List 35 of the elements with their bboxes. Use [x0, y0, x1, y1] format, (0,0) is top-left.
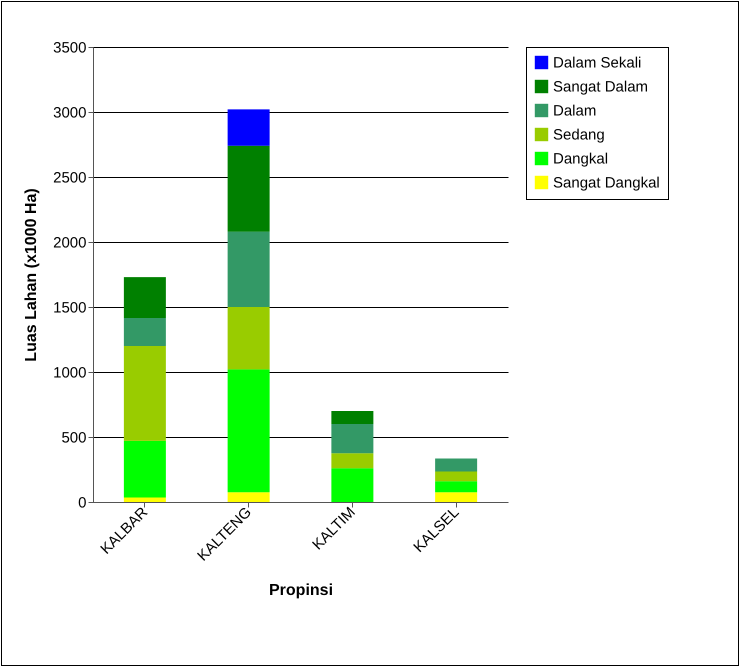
bar — [331, 411, 374, 424]
bar — [228, 109, 270, 146]
bar — [435, 471, 478, 482]
bar — [228, 307, 270, 370]
y-axis-title: Luas Lahan (x1000 Ha) — [23, 188, 40, 362]
legend-label: Sangat Dalam — [553, 78, 648, 96]
bar — [435, 492, 478, 502]
y-tick-label: 1500 — [53, 300, 86, 316]
legend-label: Dangkal — [553, 150, 608, 168]
y-tick-label: 1000 — [53, 364, 86, 382]
y-tick-label: 0 — [78, 494, 86, 512]
bar — [124, 346, 166, 441]
bar — [228, 232, 270, 307]
bar — [228, 146, 270, 232]
bar — [124, 440, 166, 498]
y-tick-label: 3500 — [53, 40, 86, 56]
bar — [228, 369, 270, 492]
y-tick-label: 3000 — [53, 104, 86, 122]
legend-label: Dalam Sekali — [553, 54, 642, 72]
legend-label: Dalam — [553, 102, 596, 120]
legend-label: Sedang — [553, 126, 605, 144]
y-tick-label: 2000 — [53, 234, 86, 252]
y-tick-label: 2500 — [53, 170, 86, 186]
bar — [228, 492, 270, 502]
bar — [124, 277, 166, 318]
bar — [435, 458, 478, 472]
bar — [331, 468, 374, 502]
bar — [435, 481, 478, 492]
bar — [331, 453, 374, 468]
bar — [331, 424, 374, 454]
bar — [124, 497, 166, 502]
x-axis-title: Propinsi — [268, 582, 334, 599]
legend-label: Sangat Dangkal — [553, 174, 660, 192]
y-tick-label: 500 — [61, 430, 86, 446]
bar — [124, 318, 166, 346]
